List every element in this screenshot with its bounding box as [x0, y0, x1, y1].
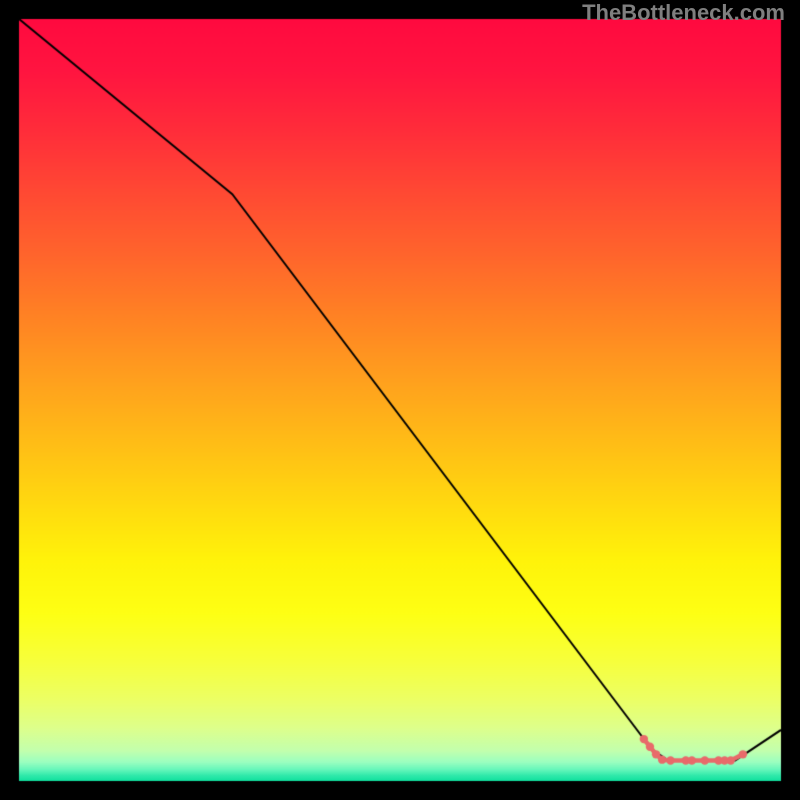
- chart-container: TheBottleneck.com: [0, 0, 800, 800]
- bottleneck-chart-canvas: [0, 0, 800, 800]
- watermark-text: TheBottleneck.com: [582, 0, 785, 26]
